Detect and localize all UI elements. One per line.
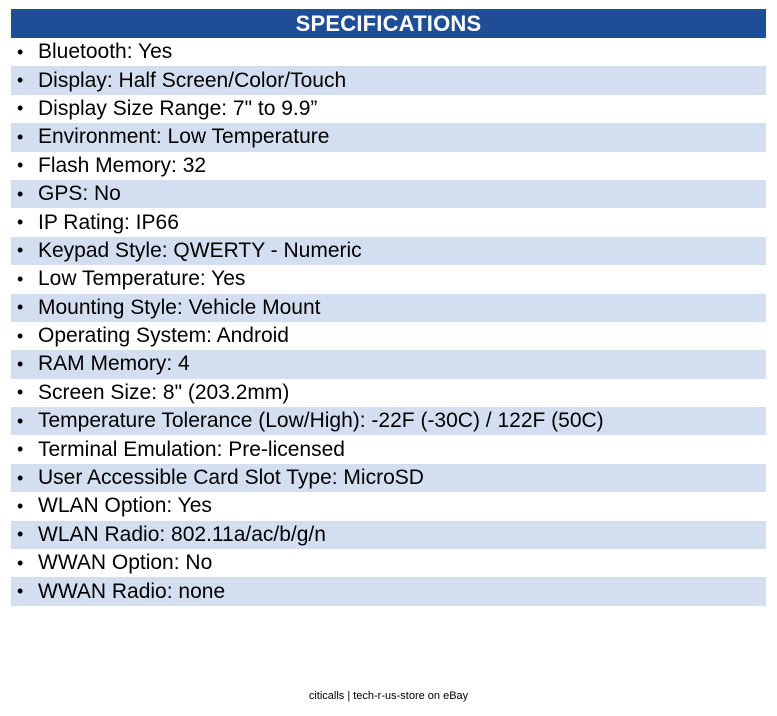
spec-text: Temperature Tolerance (Low/High): -22F (… [38,409,604,433]
bullet-icon: • [17,495,24,516]
spec-text: Keypad Style: QWERTY - Numeric [38,238,362,262]
spec-row: • WLAN Radio: 802.11a/ac/b/g/n [11,520,766,550]
bullet-icon: • [17,183,24,204]
spec-text: Bluetooth: Yes [38,40,173,64]
spec-row: • GPS: No [11,179,766,209]
spec-row: • RAM Memory: 4 [11,350,766,379]
spec-row: • Flash Memory: 32 [11,151,766,180]
spec-row: • Screen Size: 8" (203.2mm) [11,378,766,408]
bullet-icon: • [17,382,24,403]
specifications-table: SPECIFICATIONS • Bluetooth: Yes • Display:… [11,9,766,606]
bullet-icon: • [17,552,24,573]
bullet-icon: • [17,353,24,374]
spec-text: Screen Size: 8" (203.2mm) [38,380,290,404]
spec-text: Display: Half Screen/Color/Touch [38,68,347,92]
spec-row: • Display Size Range: 7" to 9.9” [11,94,766,124]
bullet-icon: • [17,98,24,119]
spec-row: • Bluetooth: Yes [11,38,766,67]
spec-text: Flash Memory: 32 [38,153,207,177]
spec-row: • User Accessible Card Slot Type: MicroSD [11,463,766,493]
bullet-icon: • [17,297,24,318]
bullet-icon: • [17,240,24,261]
spec-row: • Environment: Low Temperature [11,123,766,152]
spec-text: Mounting Style: Vehicle Mount [38,295,321,319]
spec-text: Terminal Emulation: Pre-licensed [38,437,345,461]
spec-text: Operating System: Android [38,324,289,348]
bullet-icon: • [17,70,24,91]
spec-text: WWAN Radio: none [38,579,226,603]
spec-row: • Display: Half Screen/Color/Touch [11,66,766,95]
spec-row: • Mounting Style: Vehicle Mount [11,293,766,322]
spec-row: • Operating System: Android [11,321,766,351]
spec-text: RAM Memory: 4 [38,352,190,376]
spec-row: • WWAN Radio: none [11,577,766,606]
bullet-icon: • [17,581,24,602]
bullet-icon: • [17,155,24,176]
spec-row: • WLAN Option: Yes [11,492,766,521]
bullet-icon: • [17,410,24,431]
footer-credit: citicalls | tech-r-us-store on eBay [308,690,469,702]
spec-list: • Bluetooth: Yes • Display: Half Screen/Co… [11,38,766,606]
spec-row: • Keypad Style: QWERTY - Numeric [11,236,766,266]
bullet-icon: • [17,268,24,289]
spec-text: WLAN Option: Yes [38,494,212,518]
spec-row: • Terminal Emulation: Pre-licensed [11,435,766,464]
spec-text: GPS: No [38,182,121,206]
spec-text: Environment: Low Temperature [38,125,330,149]
spec-row: • IP Rating: IP66 [11,208,766,237]
bullet-icon: • [17,467,24,488]
bullet-icon: • [17,325,24,346]
spec-row: • Temperature Tolerance (Low/High): -22F … [11,407,766,436]
bullet-icon: • [17,126,24,147]
spec-row: • WWAN Option: No [11,549,766,578]
bullet-icon: • [17,524,24,545]
bullet-icon: • [17,439,24,460]
specifications-header: SPECIFICATIONS [11,9,766,38]
spec-text: User Accessible Card Slot Type: MicroSD [38,466,424,490]
bullet-icon: • [17,212,24,233]
spec-text: Low Temperature: Yes [38,267,246,291]
spec-text: IP Rating: IP66 [38,210,179,234]
spec-text: WWAN Option: No [38,551,213,575]
spec-row: • Low Temperature: Yes [11,265,766,294]
bullet-icon: • [17,41,24,62]
spec-text: WLAN Radio: 802.11a/ac/b/g/n [38,522,326,546]
spec-text: Display Size Range: 7" to 9.9” [38,96,318,120]
